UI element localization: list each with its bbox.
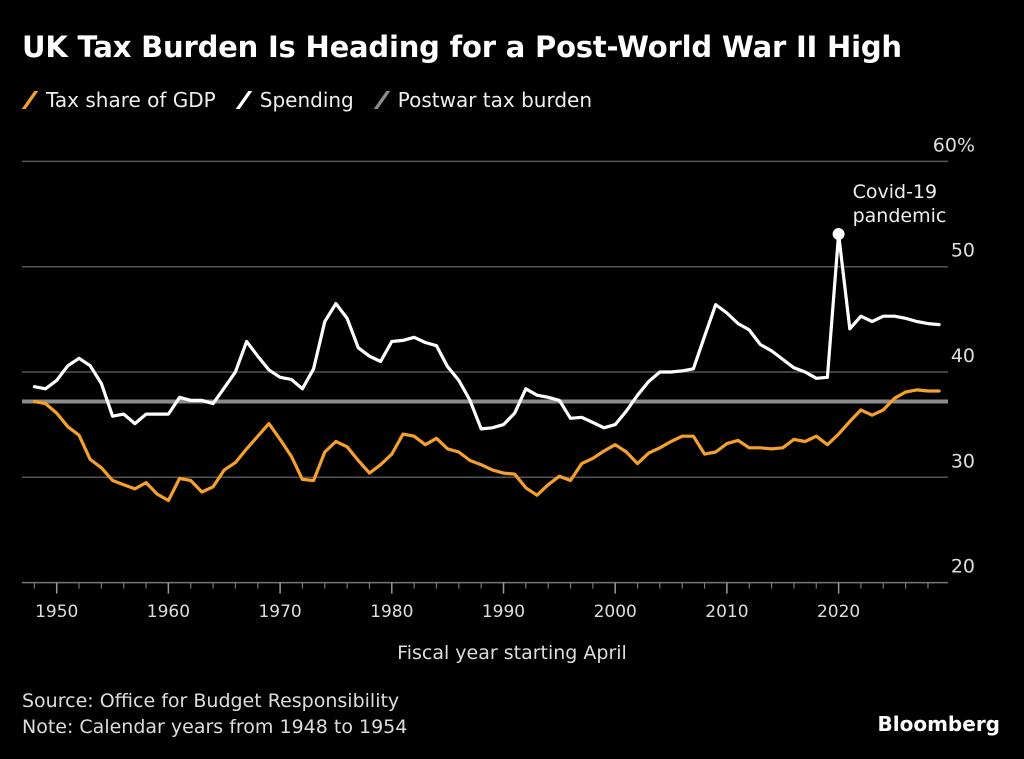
source-text: Source: Office for Budget Responsibility [22,690,400,712]
x-tick-label: 2010 [705,602,748,622]
y-tick-label: 40 [951,345,975,367]
tax-share-line [32,388,941,503]
covid-annotation: Covid-19 [853,181,938,203]
y-tick-label: 30 [951,450,975,472]
covid-marker [832,228,845,241]
x-tick-label: 2020 [817,602,860,622]
y-tick-label: 50 [951,240,975,262]
x-tick-label: 2000 [594,602,637,622]
legend: Tax share of GDP Spending Postwar tax bu… [21,88,592,112]
y-tick-label: 60% [933,134,975,156]
x-axis-label: Fiscal year starting April [397,642,627,664]
legend-item-tax: Tax share of GDP [21,88,216,112]
x-tick-label: 1990 [482,602,525,622]
legend-label: Spending [259,88,354,112]
legend-item-spending: Spending [235,88,354,112]
spending-line [32,232,941,431]
legend-item-postwar: Postwar tax burden [373,88,592,112]
footer-notes: Source: Office for Budget Responsibility… [22,688,407,740]
x-tick-label: 1970 [258,602,301,622]
legend-label: Postwar tax burden [397,88,592,112]
legend-label: Tax share of GDP [46,88,216,112]
covid-annotation: pandemic [853,205,947,227]
x-tick-label: 1960 [147,602,190,622]
x-tick-label: 1950 [35,602,78,622]
x-tick-label: 1980 [370,602,413,622]
y-tick-label: 20 [951,556,975,578]
bloomberg-logo: Bloomberg [877,712,1000,736]
chart-title: UK Tax Burden Is Heading for a Post-Worl… [22,30,902,64]
note-text: Note: Calendar years from 1948 to 1954 [22,716,408,738]
